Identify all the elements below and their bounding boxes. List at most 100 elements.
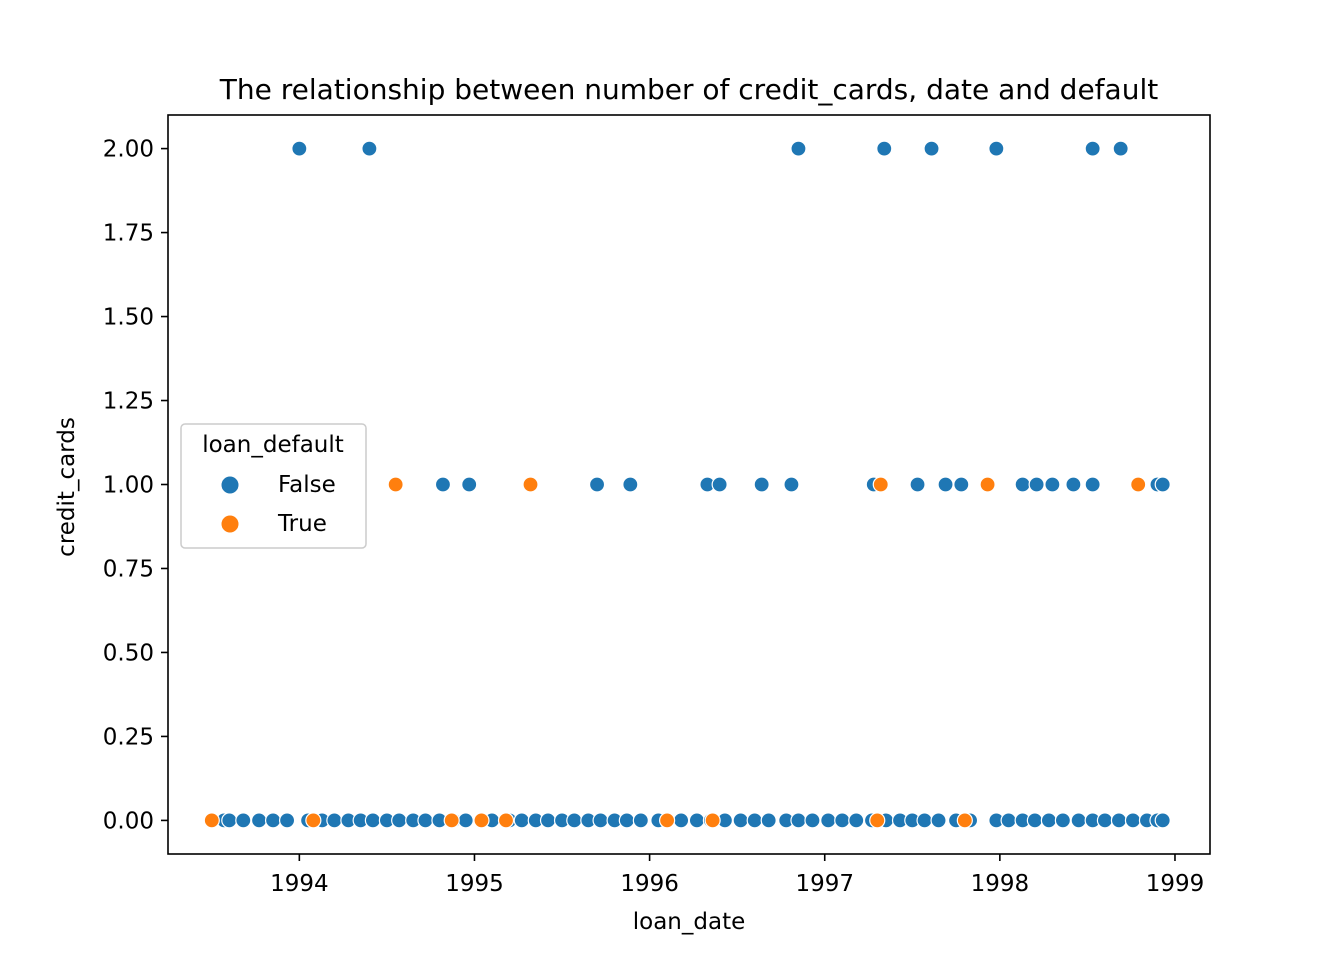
data-point-false <box>1154 476 1171 493</box>
data-point-false <box>461 476 478 493</box>
data-point-false <box>711 476 728 493</box>
data-point-true <box>305 812 322 829</box>
data-point-false <box>291 140 308 157</box>
plot-frame <box>167 114 1211 855</box>
data-point-false <box>235 812 252 829</box>
data-point-false <box>361 140 378 157</box>
data-point-false <box>1026 812 1043 829</box>
data-point-false <box>391 812 408 829</box>
data-point-false <box>930 812 947 829</box>
data-point-false <box>1124 812 1142 829</box>
data-point-false <box>673 812 690 829</box>
data-point-false <box>1112 140 1129 157</box>
data-point-false <box>760 812 777 829</box>
data-point-false <box>364 812 381 829</box>
data-point-false <box>876 140 893 157</box>
data-point-false <box>618 812 635 829</box>
data-point-false <box>753 476 770 493</box>
x-tick-label: 1997 <box>795 871 854 897</box>
data-point-false <box>1028 476 1045 493</box>
y-tick-label: 1.50 <box>103 305 154 331</box>
data-point-false <box>539 812 557 829</box>
data-point-true <box>869 812 886 829</box>
data-point-true <box>659 812 676 829</box>
y-tick-label: 0.25 <box>103 724 154 750</box>
y-tick-label: 1.00 <box>103 473 154 499</box>
legend-title: loan_default <box>202 432 344 458</box>
y-tick-label: 2.00 <box>103 137 154 163</box>
legend-marker-false <box>220 475 240 495</box>
legend-marker-true <box>220 514 240 534</box>
data-point-false <box>513 812 530 829</box>
y-tick-label: 0.50 <box>103 640 154 666</box>
data-point-false <box>1000 812 1017 829</box>
data-point-false <box>1014 476 1031 493</box>
data-point-false <box>278 812 296 829</box>
data-point-true <box>956 812 973 829</box>
y-tick-label: 0.00 <box>103 808 154 834</box>
data-point-false <box>790 140 807 157</box>
x-axis: 1994 1995 1996 1997 1998 1999 <box>270 854 1204 897</box>
data-point-true <box>1130 476 1147 493</box>
data-point-false <box>588 476 606 493</box>
data-point-false <box>909 476 926 493</box>
legend: loan_default False True <box>180 423 367 549</box>
data-point-false <box>937 476 954 493</box>
data-point-false <box>250 812 268 829</box>
data-point-false <box>622 476 639 493</box>
data-point-false <box>1065 476 1082 493</box>
data-point-false <box>732 812 749 829</box>
x-tick-label: 1995 <box>445 871 504 897</box>
data-point-false <box>688 812 705 829</box>
y-axis-label: credit_cards <box>54 417 80 557</box>
data-point-true <box>443 812 460 829</box>
data-point-false <box>848 812 865 829</box>
data-point-true <box>872 476 889 493</box>
data-point-false <box>326 812 343 829</box>
x-tick-label: 1999 <box>1146 871 1205 897</box>
data-point-false <box>988 140 1005 157</box>
x-axis-label: loan_date <box>633 909 746 935</box>
data-point-false <box>834 812 851 829</box>
legend-label-true: True <box>277 511 327 537</box>
data-point-false <box>1096 812 1114 829</box>
data-point-true <box>203 812 220 829</box>
data-point-true <box>704 812 721 829</box>
data-point-false <box>221 812 238 829</box>
data-point-false <box>790 812 807 829</box>
data-points <box>203 140 1171 829</box>
data-point-true <box>979 476 996 493</box>
x-tick-label: 1996 <box>620 871 679 897</box>
data-point-false <box>592 812 609 829</box>
data-point-false <box>953 476 970 493</box>
data-point-false <box>264 812 282 829</box>
data-point-true <box>473 812 490 829</box>
data-point-false <box>923 140 940 157</box>
data-point-false <box>1084 140 1101 157</box>
data-point-false <box>434 476 452 493</box>
chart-title: The relationship between number of credi… <box>219 73 1158 106</box>
data-point-false <box>457 812 474 829</box>
data-point-false <box>1054 812 1071 829</box>
data-point-true <box>387 476 404 493</box>
y-tick-label: 0.75 <box>103 556 154 582</box>
data-point-false <box>804 812 821 829</box>
data-point-false <box>1084 476 1101 493</box>
x-tick-label: 1998 <box>971 871 1030 897</box>
y-tick-label: 1.75 <box>103 221 154 247</box>
data-point-false <box>417 812 434 829</box>
data-point-false <box>1154 812 1171 829</box>
x-tick-label: 1994 <box>270 871 329 897</box>
data-point-false <box>783 476 800 493</box>
legend-label-false: False <box>278 472 336 498</box>
data-point-true <box>522 476 539 493</box>
data-point-true <box>497 812 515 829</box>
y-axis: 0.00 0.25 0.50 0.75 1.00 1.25 1.50 1.75 2.00 <box>103 137 168 834</box>
data-point-false <box>1070 812 1087 829</box>
data-point-false <box>820 812 837 829</box>
data-point-false <box>746 812 763 829</box>
data-point-false <box>1110 812 1128 829</box>
data-point-false <box>632 812 649 829</box>
data-point-false <box>1044 476 1061 493</box>
